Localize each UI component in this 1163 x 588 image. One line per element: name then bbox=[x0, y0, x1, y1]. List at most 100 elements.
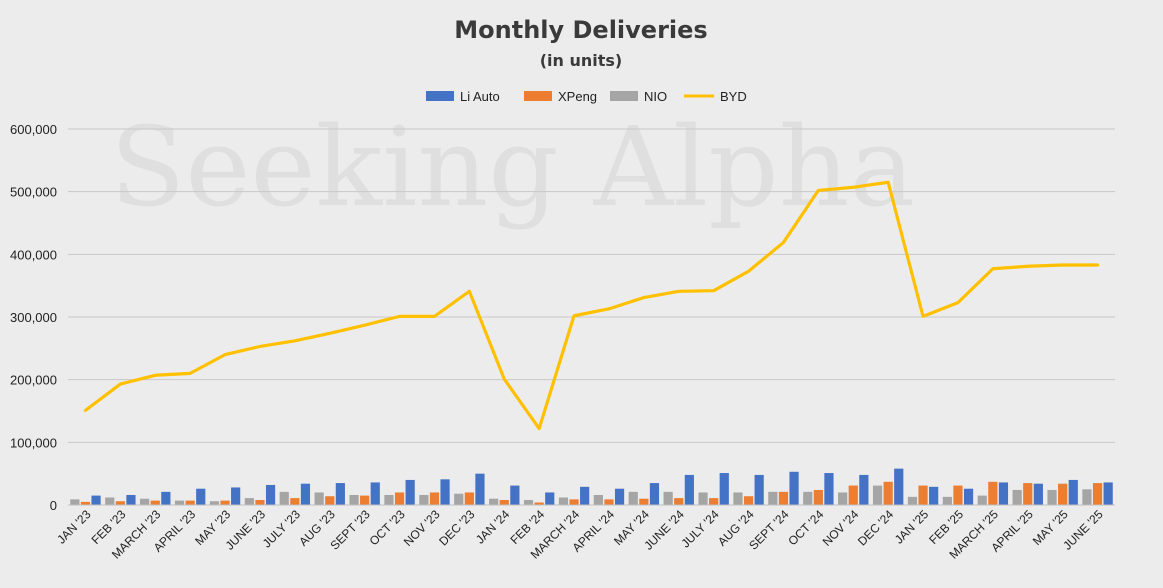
li-auto-bar bbox=[1068, 479, 1078, 505]
x-tick-label: JULY '24 bbox=[678, 507, 722, 551]
li-auto-bar bbox=[231, 487, 241, 505]
y-tick-label: 200,000 bbox=[10, 373, 57, 388]
x-tick-label: JULY '23 bbox=[260, 507, 304, 551]
legend-item-li-auto: Li Auto bbox=[426, 89, 500, 104]
xpeng-bar bbox=[534, 502, 544, 505]
nio-bar bbox=[838, 492, 848, 505]
nio-bar bbox=[70, 499, 80, 505]
nio-bar bbox=[105, 497, 115, 505]
y-tick-label: 400,000 bbox=[10, 247, 57, 262]
li-auto-bar bbox=[998, 482, 1009, 505]
nio-bar bbox=[558, 497, 569, 505]
nio-bar bbox=[663, 491, 673, 505]
li-auto-bar bbox=[91, 495, 101, 505]
legend-label: Li Auto bbox=[460, 89, 500, 104]
xpeng-bar bbox=[569, 499, 579, 505]
x-tick-label: NOV '24 bbox=[820, 507, 862, 549]
nio-bar bbox=[593, 494, 603, 505]
li-auto-bar bbox=[405, 479, 415, 505]
li-auto-bar bbox=[649, 483, 660, 505]
li-auto-bar bbox=[1103, 482, 1113, 505]
xpeng-bar bbox=[325, 496, 335, 505]
nio-bar bbox=[209, 501, 220, 505]
nio-bar bbox=[314, 492, 324, 505]
li-auto-bar bbox=[1033, 483, 1043, 505]
xpeng-bar bbox=[778, 491, 789, 505]
li-auto-bar bbox=[824, 473, 834, 505]
gridlines bbox=[68, 128, 1115, 443]
y-tick-label: 100,000 bbox=[10, 435, 57, 450]
xpeng-bar bbox=[255, 499, 265, 505]
y-tick-label: 500,000 bbox=[10, 185, 57, 200]
xpeng-bar bbox=[185, 500, 195, 505]
xpeng-bar bbox=[883, 481, 893, 505]
nio-bar bbox=[628, 491, 638, 505]
li-auto-bar bbox=[719, 473, 729, 505]
x-tick-label: OCT '24 bbox=[785, 507, 826, 548]
nio-bar bbox=[977, 495, 987, 505]
nio-bar bbox=[942, 496, 952, 505]
nio-bar bbox=[698, 492, 708, 505]
li-auto-bar bbox=[440, 479, 450, 505]
x-tick-label: JAN '23 bbox=[54, 507, 94, 547]
nio-bar bbox=[1047, 489, 1057, 505]
li-auto-bar bbox=[859, 474, 869, 505]
legend: Li Auto XPeng NIO BYD bbox=[426, 89, 747, 104]
y-tick-label: 600,000 bbox=[10, 122, 57, 137]
byd-line bbox=[83, 180, 1100, 431]
li-auto-bar bbox=[929, 486, 939, 505]
xpeng-bar bbox=[220, 500, 230, 505]
li-auto-bar bbox=[300, 483, 311, 505]
xpeng-bar bbox=[1023, 483, 1033, 505]
legend-item-byd: BYD bbox=[684, 89, 747, 104]
xpeng-bar bbox=[709, 498, 719, 505]
xpeng-bar bbox=[1092, 483, 1103, 505]
legend-label: NIO bbox=[644, 89, 667, 104]
nio-bar bbox=[1082, 489, 1092, 505]
li-auto-bar bbox=[545, 492, 555, 505]
nio-bar bbox=[803, 491, 813, 505]
xpeng-bar bbox=[499, 499, 509, 505]
nio-bar bbox=[523, 499, 534, 505]
nio-bar bbox=[244, 498, 254, 505]
li-auto-bar bbox=[510, 485, 520, 505]
xpeng-bar bbox=[464, 492, 474, 505]
nio-bar bbox=[768, 491, 778, 505]
legend-swatch bbox=[426, 91, 454, 101]
legend-swatch bbox=[524, 91, 552, 101]
bars bbox=[70, 468, 1113, 505]
nio-bar bbox=[279, 491, 289, 505]
xpeng-bar bbox=[1058, 483, 1068, 505]
legend-swatch bbox=[610, 91, 638, 101]
li-auto-bar bbox=[161, 491, 171, 505]
nio-bar bbox=[907, 496, 918, 505]
x-tick-label: JAN '24 bbox=[473, 507, 513, 547]
nio-bar bbox=[419, 494, 429, 505]
y-axis: 0 100,000 200,000 300,000 400,000 500,000 600,… bbox=[10, 122, 57, 513]
xpeng-bar bbox=[953, 485, 963, 505]
li-auto-bar bbox=[614, 488, 625, 505]
xpeng-bar bbox=[80, 501, 91, 505]
nio-bar bbox=[174, 500, 185, 505]
xpeng-bar bbox=[150, 500, 160, 505]
li-auto-bar bbox=[335, 483, 345, 505]
x-tick-label: DEC '23 bbox=[436, 507, 477, 548]
xpeng-bar bbox=[743, 496, 754, 505]
xpeng-bar bbox=[290, 498, 300, 505]
nio-bar bbox=[489, 498, 499, 505]
nio-bar bbox=[733, 492, 743, 505]
nio-bar bbox=[349, 494, 359, 505]
nio-bar bbox=[1012, 489, 1022, 505]
byd-line bbox=[83, 180, 1100, 431]
y-tick-label: 0 bbox=[50, 498, 57, 513]
y-tick-label: 300,000 bbox=[10, 310, 57, 325]
chart-subtitle: (in units) bbox=[540, 51, 623, 70]
li-auto-bar bbox=[475, 473, 485, 505]
legend-label: XPeng bbox=[558, 89, 597, 104]
nio-bar bbox=[384, 494, 394, 505]
watermark: Seeking Alpha bbox=[110, 103, 915, 231]
li-auto-bar bbox=[754, 474, 764, 505]
